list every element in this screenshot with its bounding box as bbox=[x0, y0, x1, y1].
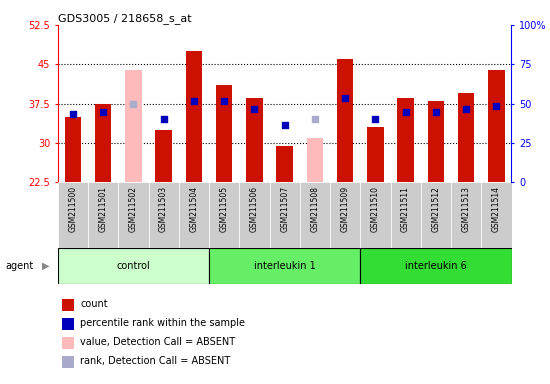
Point bbox=[280, 122, 289, 128]
Point bbox=[371, 116, 380, 122]
Point bbox=[250, 106, 258, 112]
Text: agent: agent bbox=[6, 261, 34, 271]
Text: GSM211501: GSM211501 bbox=[98, 186, 108, 232]
Text: GDS3005 / 218658_s_at: GDS3005 / 218658_s_at bbox=[58, 13, 191, 24]
Text: GSM211512: GSM211512 bbox=[431, 186, 441, 232]
Bar bbox=[360, 182, 390, 248]
Point bbox=[99, 108, 108, 114]
Text: control: control bbox=[117, 261, 150, 271]
Bar bbox=[360, 248, 512, 284]
Text: value, Detection Call = ABSENT: value, Detection Call = ABSENT bbox=[80, 337, 235, 347]
Text: percentile rank within the sample: percentile rank within the sample bbox=[80, 318, 245, 328]
Text: GSM211504: GSM211504 bbox=[189, 186, 199, 232]
Text: GSM211511: GSM211511 bbox=[401, 186, 410, 232]
Bar bbox=[58, 248, 209, 284]
Bar bbox=[458, 93, 475, 182]
Bar bbox=[64, 117, 81, 182]
Text: GSM211513: GSM211513 bbox=[461, 186, 471, 232]
Bar bbox=[239, 182, 270, 248]
Point bbox=[310, 116, 319, 122]
Bar bbox=[216, 85, 233, 182]
Bar bbox=[62, 356, 74, 368]
Text: GSM211505: GSM211505 bbox=[219, 186, 229, 232]
Text: ▶: ▶ bbox=[42, 261, 50, 271]
Bar bbox=[62, 299, 74, 311]
Text: GSM211510: GSM211510 bbox=[371, 186, 380, 232]
Bar bbox=[179, 182, 209, 248]
Bar bbox=[62, 318, 74, 330]
Bar bbox=[95, 104, 112, 182]
Text: count: count bbox=[80, 299, 108, 309]
Point bbox=[492, 103, 500, 109]
Bar bbox=[421, 182, 451, 248]
Text: interleukin 6: interleukin 6 bbox=[405, 261, 467, 271]
Bar bbox=[185, 51, 202, 182]
Bar bbox=[88, 182, 118, 248]
Bar bbox=[481, 182, 512, 248]
Bar bbox=[276, 146, 293, 182]
Bar bbox=[337, 59, 354, 182]
Text: GSM211509: GSM211509 bbox=[340, 186, 350, 232]
Bar bbox=[209, 248, 360, 284]
Bar bbox=[330, 182, 360, 248]
Bar bbox=[300, 182, 330, 248]
Bar bbox=[118, 182, 148, 248]
Text: GSM211507: GSM211507 bbox=[280, 186, 289, 232]
Bar bbox=[209, 182, 239, 248]
Point bbox=[160, 116, 168, 122]
Bar bbox=[270, 182, 300, 248]
Point bbox=[431, 108, 440, 114]
Bar bbox=[62, 337, 74, 349]
Bar bbox=[390, 182, 421, 248]
Bar bbox=[125, 70, 142, 182]
Point bbox=[340, 95, 350, 101]
Bar bbox=[488, 70, 505, 182]
Point bbox=[129, 101, 138, 107]
Point bbox=[189, 98, 198, 104]
Bar bbox=[367, 127, 384, 182]
Point bbox=[219, 98, 229, 104]
Bar bbox=[451, 182, 481, 248]
Bar bbox=[397, 98, 414, 182]
Point bbox=[68, 111, 77, 117]
Point bbox=[401, 108, 410, 114]
Bar bbox=[427, 101, 444, 182]
Text: GSM211503: GSM211503 bbox=[159, 186, 168, 232]
Bar bbox=[155, 130, 172, 182]
Text: GSM211508: GSM211508 bbox=[310, 186, 320, 232]
Bar bbox=[148, 182, 179, 248]
Text: GSM211514: GSM211514 bbox=[492, 186, 501, 232]
Text: rank, Detection Call = ABSENT: rank, Detection Call = ABSENT bbox=[80, 356, 230, 366]
Text: GSM211500: GSM211500 bbox=[68, 186, 78, 232]
Text: interleukin 1: interleukin 1 bbox=[254, 261, 316, 271]
Point bbox=[461, 106, 470, 112]
Text: GSM211502: GSM211502 bbox=[129, 186, 138, 232]
Bar bbox=[306, 138, 323, 182]
Bar bbox=[58, 182, 88, 248]
Text: GSM211506: GSM211506 bbox=[250, 186, 259, 232]
Bar bbox=[246, 98, 263, 182]
